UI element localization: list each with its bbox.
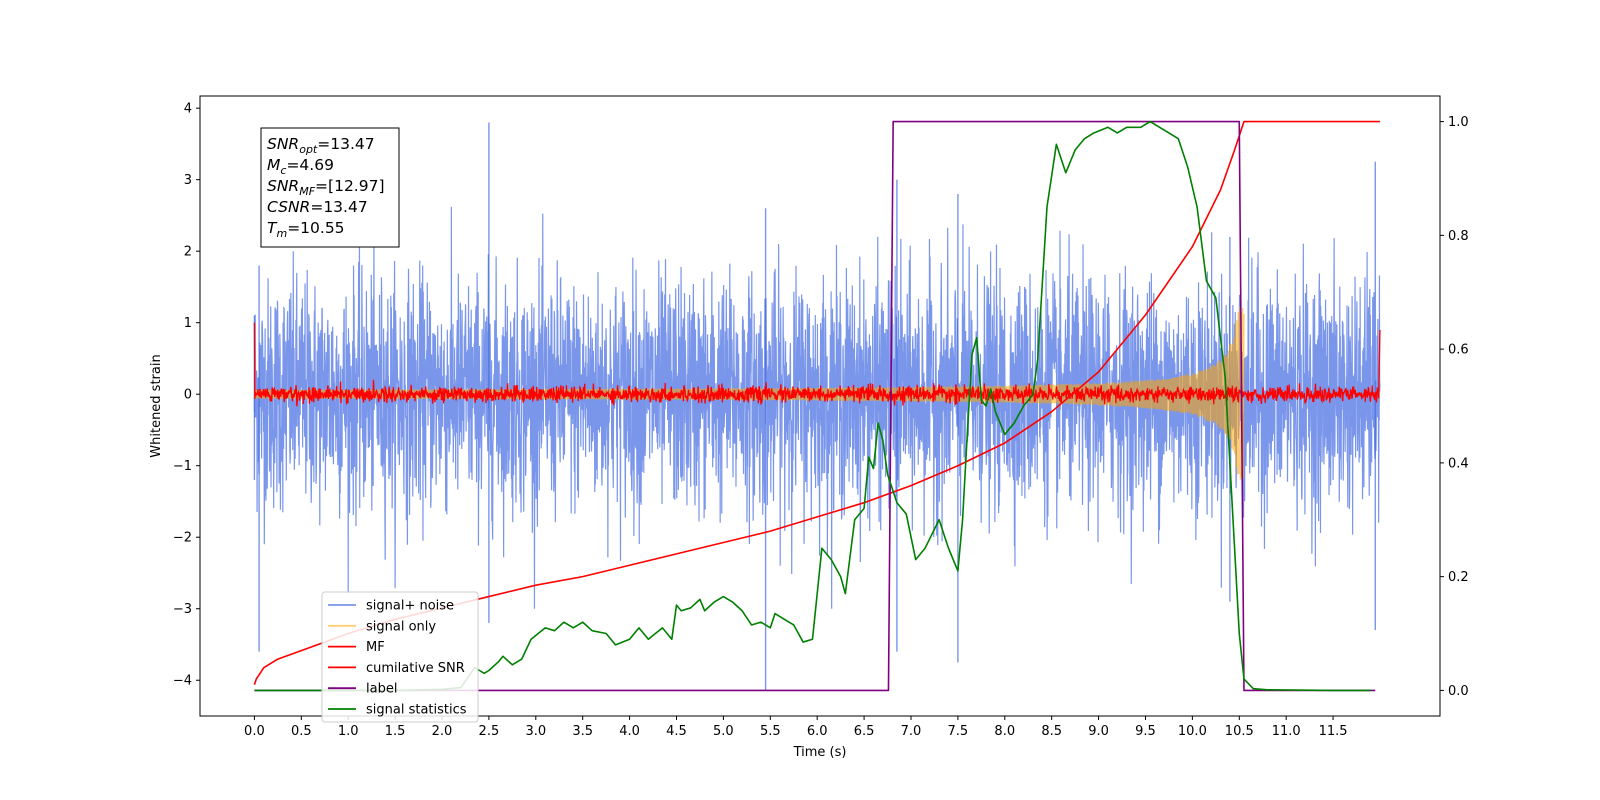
x-tick-label-9: 4.5 bbox=[666, 724, 687, 739]
legend-label-0: signal+ noise bbox=[366, 599, 454, 614]
x-tick-label-6: 3.0 bbox=[525, 724, 546, 739]
y2-tick-label-2: 0.4 bbox=[1448, 456, 1469, 471]
x-tick-label-0: 0.0 bbox=[244, 724, 265, 739]
x-tick-label-20: 10.0 bbox=[1178, 724, 1207, 739]
x-tick-label-13: 6.5 bbox=[854, 724, 875, 739]
plot-area bbox=[253, 120, 1381, 692]
y-axis-label: Whitened strain bbox=[149, 354, 164, 457]
legend-label-2: MF bbox=[366, 640, 385, 655]
annotation-line-4: Tm=10.55 bbox=[267, 219, 345, 240]
series-signal-statistics-line bbox=[254, 120, 1371, 692]
x-tick-label-14: 7.0 bbox=[901, 724, 922, 739]
annotation-line-3: CSNR=13.47 bbox=[267, 198, 368, 216]
x-tick-label-11: 5.5 bbox=[760, 724, 781, 739]
y-axis-right: 0.0 0.2 0.4 0.6 0.8 1.0 bbox=[1440, 115, 1469, 699]
y2-tick-label-5: 1.0 bbox=[1448, 115, 1469, 130]
x-tick-label-5: 2.5 bbox=[479, 724, 500, 739]
annotation-line-1: Mc=4.69 bbox=[267, 156, 334, 177]
x-tick-label-12: 6.0 bbox=[807, 724, 828, 739]
x-tick-label-10: 5.0 bbox=[713, 724, 734, 739]
x-tick-label-7: 3.5 bbox=[572, 724, 593, 739]
x-tick-label-18: 9.0 bbox=[1088, 724, 1109, 739]
x-tick-label-16: 8.0 bbox=[994, 724, 1015, 739]
x-tick-label-21: 10.5 bbox=[1225, 724, 1254, 739]
y2-tick-label-0: 0.0 bbox=[1448, 684, 1469, 699]
x-tick-label-15: 7.5 bbox=[948, 724, 969, 739]
x-tick-label-2: 1.0 bbox=[338, 724, 359, 739]
annotation-line-2: SNRMF=[12.97] bbox=[267, 177, 385, 198]
y2-tick-label-4: 0.8 bbox=[1448, 229, 1469, 244]
legend-frame bbox=[321, 591, 479, 723]
legend-label-3: cumilative SNR bbox=[366, 661, 465, 676]
annotation-frame bbox=[260, 127, 400, 248]
legend-label-1: signal only bbox=[366, 619, 436, 634]
y-tick-label-6: 2 bbox=[184, 245, 192, 260]
x-axis: 0.0 0.5 1.0 1.5 2.0 2.5 3.0 3.5 4.0 4.5 5.0 5.5 6.0 6… bbox=[244, 716, 1348, 739]
y-tick-label-3: −1 bbox=[173, 459, 192, 474]
x-tick-label-22: 11.0 bbox=[1272, 724, 1301, 739]
x-tick-label-8: 4.0 bbox=[619, 724, 640, 739]
x-tick-label-3: 1.5 bbox=[385, 724, 406, 739]
x-tick-label-23: 11.5 bbox=[1319, 724, 1348, 739]
y-tick-label-8: 4 bbox=[184, 102, 192, 117]
y-tick-label-4: 0 bbox=[184, 388, 192, 403]
legend: signal+ noise signal only MF cumilative SNR… bbox=[321, 591, 479, 723]
plot-frame bbox=[199, 95, 1441, 717]
y-tick-label-2: −2 bbox=[173, 531, 192, 546]
x-axis-label: Time (s) bbox=[793, 745, 847, 760]
series-mf-line bbox=[253, 322, 1381, 407]
x-tick-label-4: 2.0 bbox=[432, 724, 453, 739]
annotation-line-0: SNRopt=13.47 bbox=[267, 135, 375, 156]
x-tick-label-1: 0.5 bbox=[291, 724, 312, 739]
y-tick-label-5: 1 bbox=[184, 316, 192, 331]
metrics-annotation-box: SNRopt=13.47Mc=4.69SNRMF=[12.97]CSNR=13.… bbox=[260, 127, 400, 248]
legend-label-4: label bbox=[366, 682, 397, 697]
x-tick-label-19: 9.5 bbox=[1135, 724, 1156, 739]
y-tick-label-7: 3 bbox=[184, 173, 192, 188]
y2-tick-label-3: 0.6 bbox=[1448, 343, 1469, 358]
y-axis-left: −4 −3 −2 −1 0 1 2 3 4 bbox=[173, 102, 200, 689]
y-tick-label-0: −4 bbox=[173, 674, 192, 689]
x-tick-label-17: 8.5 bbox=[1041, 724, 1062, 739]
legend-label-5: signal statistics bbox=[366, 703, 467, 718]
y-tick-label-1: −3 bbox=[173, 602, 192, 617]
y2-tick-label-1: 0.2 bbox=[1448, 570, 1469, 585]
